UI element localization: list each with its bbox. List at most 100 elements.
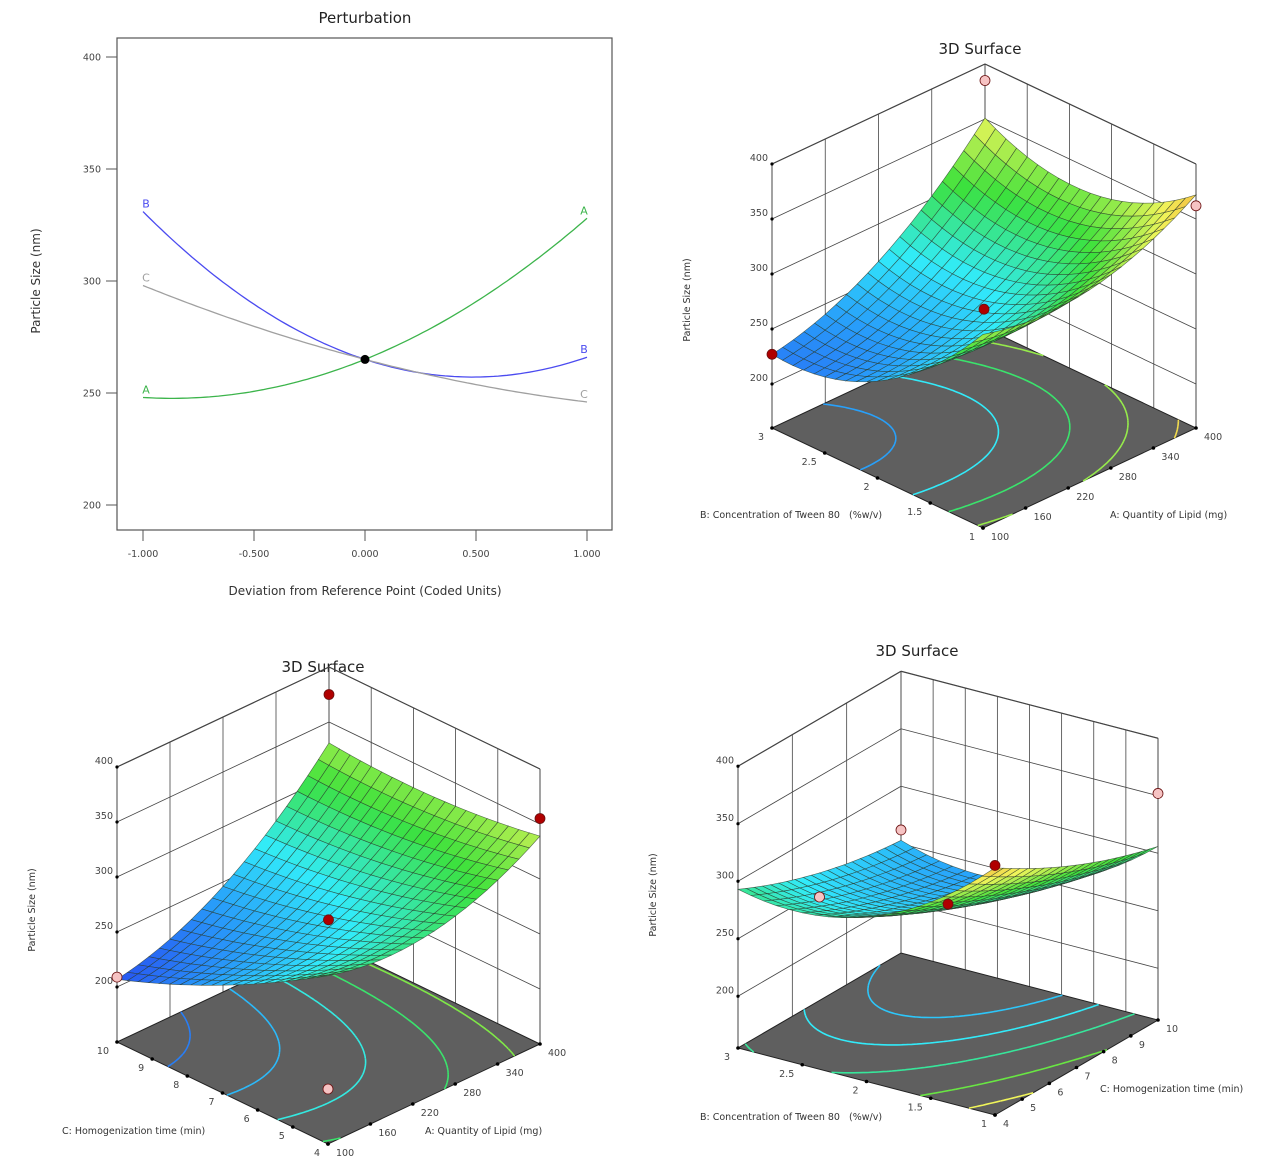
y-tick — [291, 1125, 295, 1129]
series-label-C: C — [580, 388, 588, 401]
y-tick-label: 200 — [83, 501, 101, 512]
y-tick — [928, 1096, 933, 1101]
z-axis-label: Particle Size (nm) — [682, 258, 693, 341]
x-tick — [368, 1122, 373, 1126]
z-tick — [115, 875, 119, 879]
design-point — [322, 1083, 334, 1095]
series-label-A: A — [580, 204, 588, 217]
z-tick-label: 250 — [95, 921, 113, 932]
contour-line — [968, 1092, 1034, 1109]
wall-grid-line — [737, 728, 902, 825]
x-tick — [1023, 506, 1028, 510]
contour-line — [1173, 419, 1180, 439]
surface-ab-title: 3D Surface — [938, 40, 1021, 58]
wall-top-edge — [984, 63, 1197, 165]
y-tick — [185, 1074, 190, 1078]
z-tick-label: 400 — [95, 756, 113, 767]
x-tick-label: 7 — [1085, 1072, 1091, 1083]
x-tick — [1129, 1034, 1133, 1038]
contour-line — [823, 403, 897, 471]
x-tick — [1020, 1097, 1024, 1101]
design-point — [1190, 200, 1202, 212]
y-tick-label: 5 — [279, 1131, 285, 1142]
z-tick — [770, 162, 774, 166]
x-tick-label: -1.000 — [128, 549, 159, 560]
z-tick — [770, 382, 774, 386]
x-tick-label: 340 — [1161, 452, 1179, 463]
wall-top-edge — [771, 63, 986, 165]
z-tick-label: 250 — [716, 928, 734, 939]
design-point — [111, 971, 123, 983]
y-tick — [928, 501, 933, 505]
z-tick — [115, 985, 119, 989]
y-tick-label: 400 — [83, 53, 101, 64]
y-tick-label: 1.5 — [907, 507, 922, 518]
wall-grid-line — [737, 785, 902, 882]
y-tick — [800, 1062, 805, 1067]
surface-bc-chart: 3D Surface Particle Size (nm) B: Concent… — [648, 642, 1243, 1130]
design-point — [978, 303, 990, 315]
series-label-C: C — [142, 271, 150, 284]
y-tick-label: 2.5 — [779, 1069, 794, 1080]
y-axis-label: Particle Size (nm) — [29, 228, 43, 333]
x-tick — [1156, 1018, 1160, 1022]
x-tick-label: 9 — [1139, 1040, 1145, 1051]
z-tick-label: 350 — [95, 811, 113, 822]
z-tick-label: 200 — [95, 976, 113, 987]
y-tick-label: 6 — [244, 1114, 250, 1125]
surface-plot-area: 200 250 300 350 400 100 160 220 280 340 400 1 1.5 2 2.… — [750, 63, 1222, 543]
surface-ac-title: 3D Surface — [281, 658, 364, 676]
z-tick-label: 300 — [750, 263, 768, 274]
surface-cell — [972, 331, 994, 343]
contour-line — [867, 964, 1063, 1019]
x-axis-label: Deviation from Reference Point (Coded Un… — [229, 584, 502, 598]
z-tick — [770, 327, 774, 331]
design-point — [942, 898, 954, 910]
z-tick-label: 300 — [716, 870, 734, 881]
y-tick-label: 3 — [724, 1052, 730, 1063]
x-axis-label: A: Quantity of Lipid (mg) — [1110, 510, 1227, 521]
x-tick-label: 1.000 — [573, 549, 600, 560]
design-point — [989, 860, 1001, 871]
y-tick-label: 2 — [863, 482, 869, 493]
y-tick — [993, 1113, 997, 1117]
z-tick — [736, 994, 740, 998]
z-tick — [736, 764, 740, 768]
x-tick-label: 0.000 — [351, 549, 378, 560]
x-tick-label: 100 — [991, 532, 1009, 543]
x-tick-label: 160 — [1034, 512, 1052, 523]
x-axis-label: A: Quantity of Lipid (mg) — [425, 1126, 542, 1137]
contour-line — [167, 1011, 191, 1068]
x-tick-label: 0.500 — [462, 549, 489, 560]
y-tick — [220, 1091, 225, 1095]
x-tick — [538, 1042, 542, 1046]
z-tick-label: 200 — [750, 373, 768, 384]
y-tick — [770, 426, 774, 430]
x-tick — [495, 1062, 500, 1066]
series-line-B — [142, 211, 588, 378]
wall-grid-line — [328, 721, 541, 825]
x-tick-label: 6 — [1057, 1087, 1063, 1098]
surface-bc-title: 3D Surface — [875, 642, 958, 660]
design-point — [766, 348, 778, 360]
x-tick-label: 340 — [506, 1068, 524, 1079]
plot-frame — [116, 37, 613, 531]
series-label-B: B — [580, 343, 588, 356]
surface-plot-area: 200 250 300 350 400 4 5 6 7 8 9 10 1 1.5 2 2.5 3 — [716, 670, 1178, 1130]
x-tick — [1151, 446, 1156, 450]
y-tick-label: 10 — [97, 1046, 109, 1057]
z-tick-label: 200 — [716, 985, 734, 996]
y-tick — [875, 476, 880, 480]
x-tick — [1047, 1081, 1052, 1086]
contour-line — [744, 1013, 1135, 1074]
series-line-A — [142, 217, 588, 400]
x-tick-label: 10 — [1166, 1024, 1178, 1035]
response-surface — [116, 742, 541, 986]
y-tick-label: 3 — [758, 432, 764, 443]
design-point — [534, 813, 546, 824]
y-tick — [864, 1079, 869, 1084]
y-tick-label: 8 — [173, 1080, 179, 1091]
z-tick-label: 400 — [716, 755, 734, 766]
y-tick — [115, 1040, 119, 1044]
x-tick — [1194, 426, 1198, 430]
